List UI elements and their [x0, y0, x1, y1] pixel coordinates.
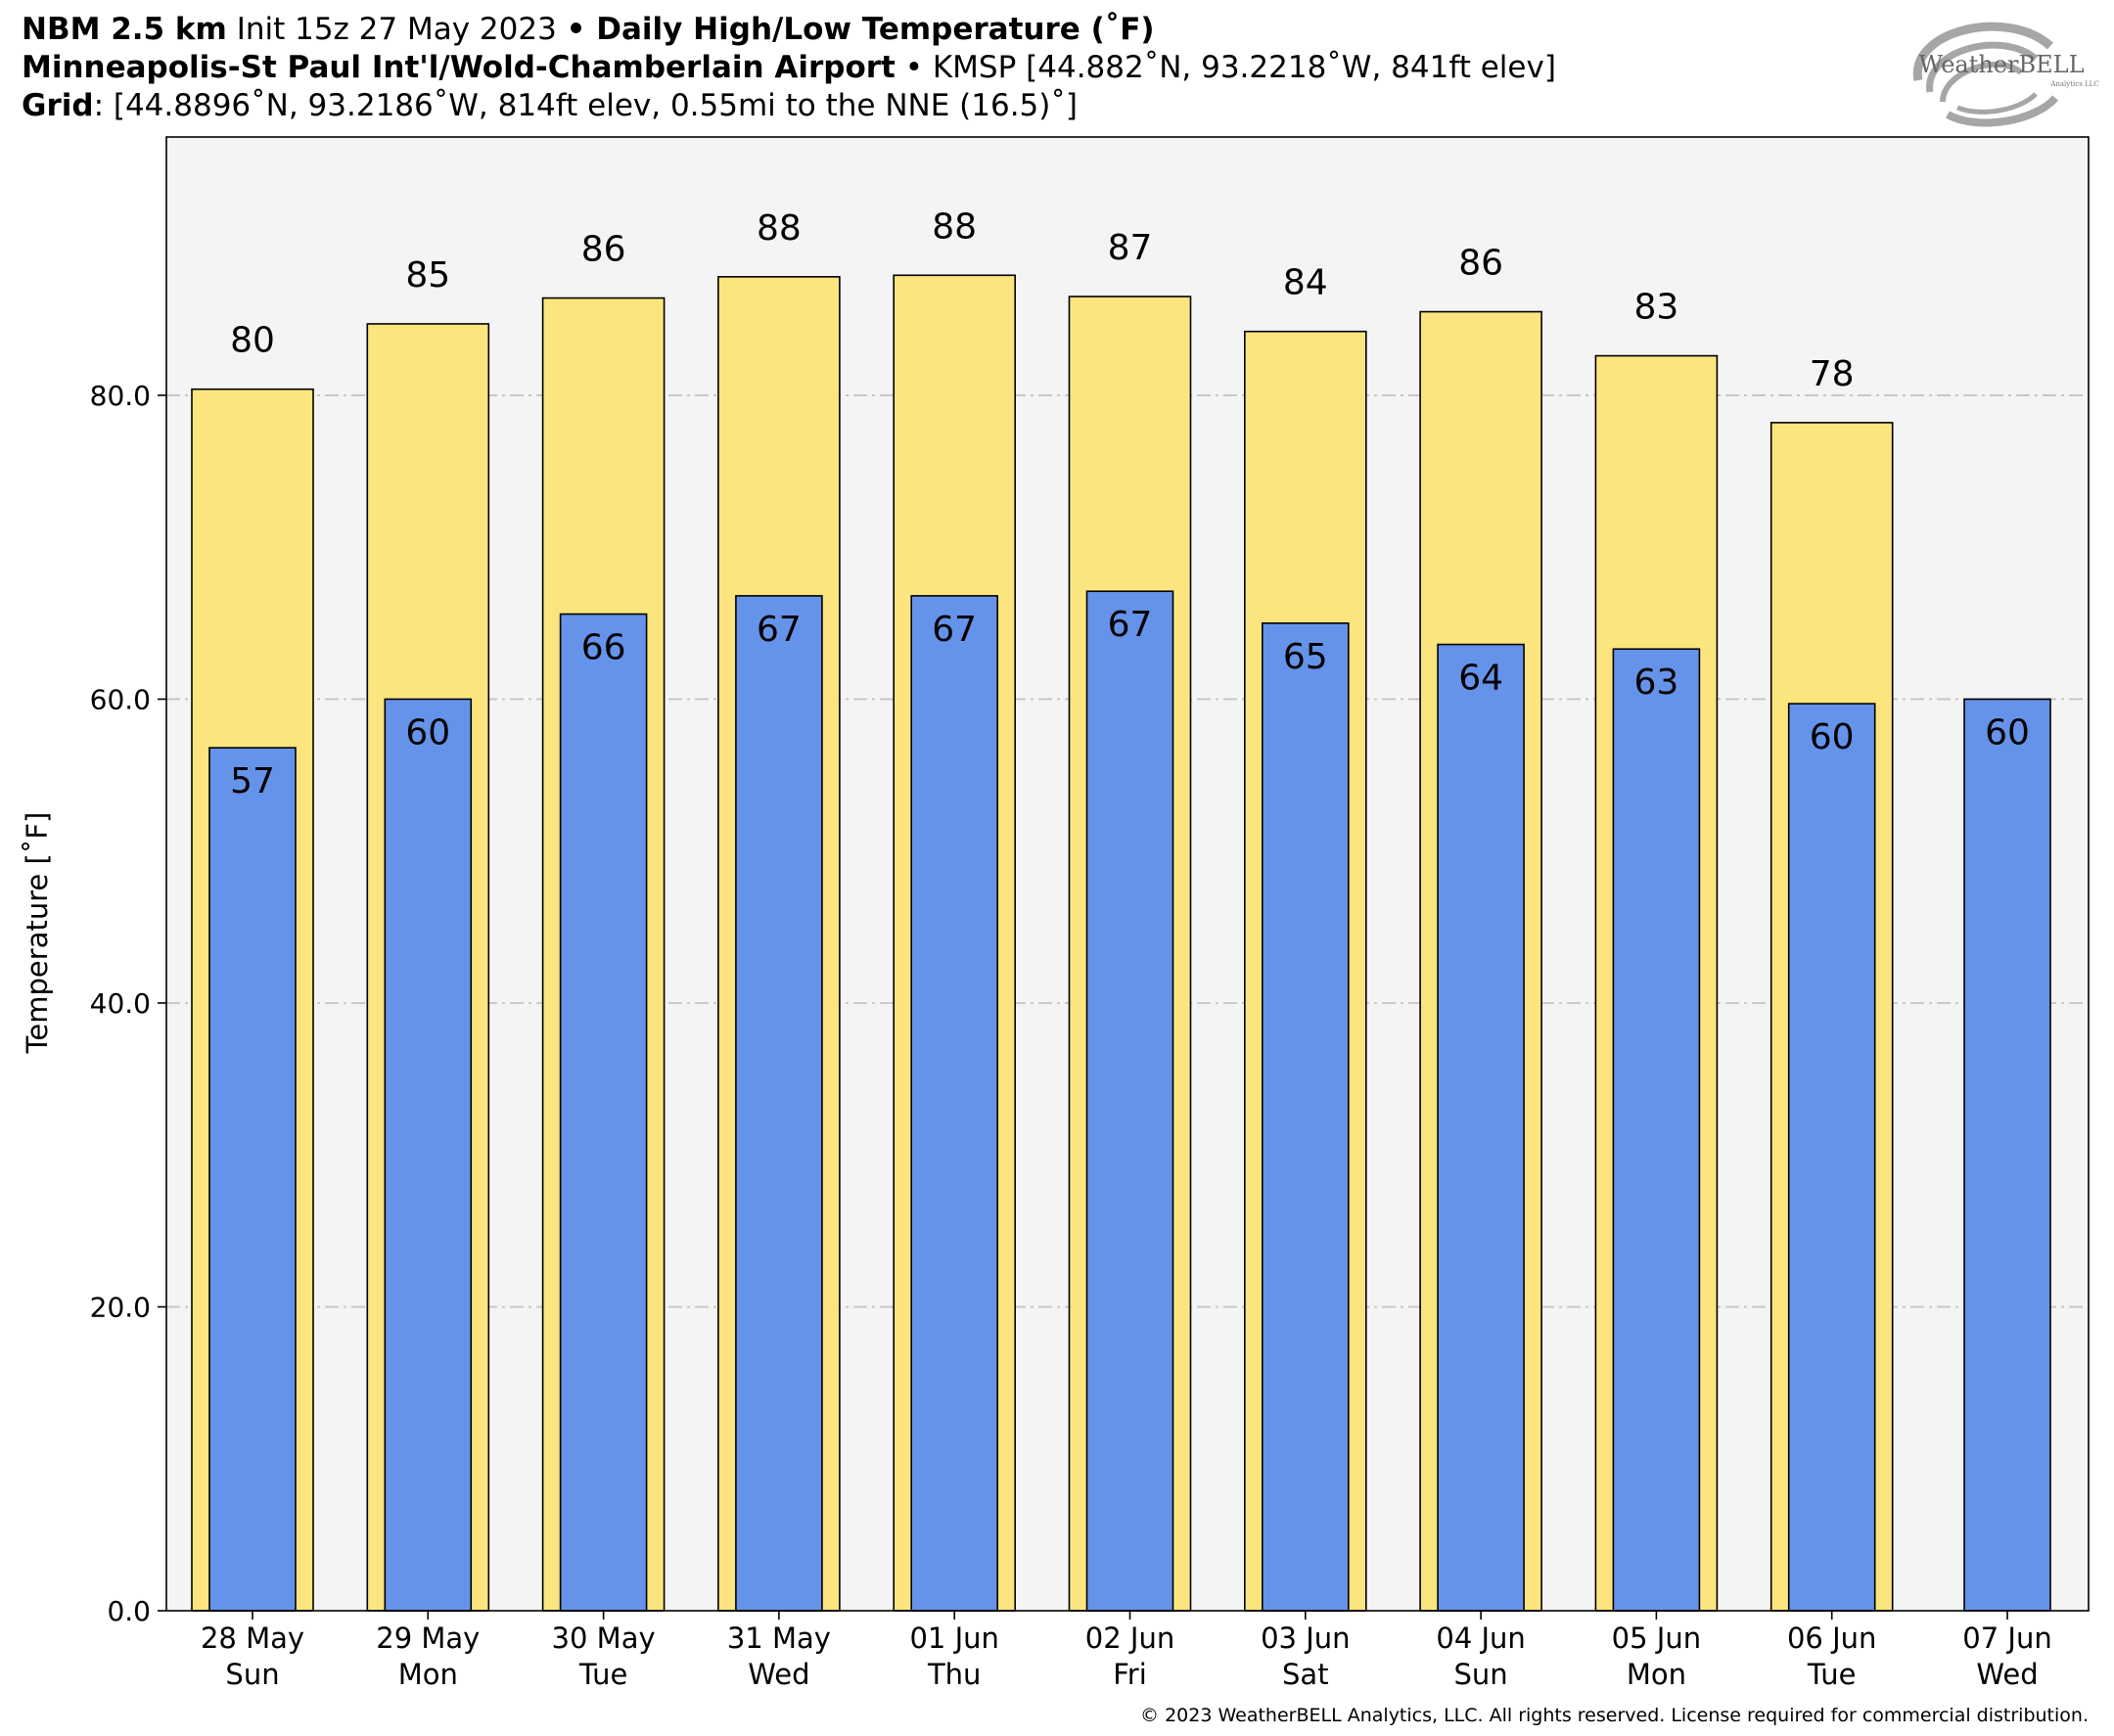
model-name: NBM 2.5 km — [22, 12, 227, 47]
low-temp-bar — [1262, 622, 1350, 1612]
y-tick-label: 20.0 — [90, 1291, 151, 1323]
low-temp-bar — [1612, 648, 1701, 1612]
low-temp-bar — [1085, 590, 1174, 1612]
high-temp-label: 80 — [230, 321, 275, 361]
low-temp-label: 64 — [1458, 659, 1503, 699]
plot-frame — [165, 136, 2090, 1612]
chart-header-line-2: Minneapolis-St Paul Int'l/Wold-Chamberla… — [22, 49, 1556, 86]
high-temp-label: 86 — [581, 230, 626, 270]
axes: 0.0 20.0 40.0 60.0 80.0 28 May Sun 29 May Mon 30 … — [90, 380, 2052, 1691]
low-temp-bar — [1787, 703, 1876, 1612]
x-tick-label: 30 May Tue — [552, 1622, 656, 1691]
low-temp-label: 63 — [1633, 662, 1678, 703]
low-temp-bar — [735, 595, 823, 1612]
low-temp-label: 65 — [1283, 637, 1328, 677]
high-temp-label: 78 — [1810, 354, 1855, 394]
x-tick-label: 07 Jun Wed — [1962, 1622, 2051, 1691]
y-tick-label: 0.0 — [107, 1595, 151, 1627]
grid-info: : [44.8896˚N, 93.2186˚W, 814ft elev, 0.5… — [93, 88, 1078, 123]
chart-header-line-3: Grid: [44.8896˚N, 93.2186˚W, 814ft elev,… — [22, 87, 1078, 124]
chart-title: Daily High/Low Temperature (˚F) — [596, 12, 1155, 47]
low-temp-bar — [1963, 698, 2051, 1612]
low-temp-label: 60 — [1810, 717, 1855, 757]
weatherbell-logo: WeatherBELL Analytics LLC — [1912, 22, 2099, 127]
y-tick-label: 40.0 — [90, 987, 151, 1020]
logo-subtext: Analytics LLC — [2049, 80, 2098, 88]
station-info: • KMSP [44.882˚N, 93.2218˚W, 841ft elev] — [895, 50, 1556, 85]
low-temp-label: 67 — [1108, 605, 1153, 645]
x-tick-label: 03 Jun Sat — [1261, 1622, 1350, 1691]
x-tick-label: 28 May Sun — [201, 1622, 304, 1691]
x-tick-label: 02 Jun Fri — [1085, 1622, 1174, 1691]
copyright-notice: © 2023 WeatherBELL Analytics, LLC. All r… — [1140, 1705, 2089, 1726]
x-tick-label: 29 May Mon — [376, 1622, 480, 1691]
x-tick-label: 01 Jun Thu — [909, 1622, 998, 1691]
init-time: Init 15z 27 May 2023 — [226, 12, 567, 47]
high-temp-label: 88 — [932, 206, 977, 247]
y-axis-label: Temperature [˚F] — [21, 812, 54, 1055]
bars: 80 57 85 60 86 66 88 67 88 67 87 67 84 65 86 64 83 63 78 60… — [191, 206, 2051, 1612]
low-temp-bar — [208, 747, 297, 1612]
high-temp-label: 83 — [1633, 288, 1678, 328]
grid-label: Grid — [22, 88, 94, 123]
low-temp-label: 60 — [405, 712, 450, 753]
high-temp-label: 88 — [757, 208, 802, 249]
y-tick-label: 80.0 — [90, 380, 151, 412]
low-temp-bar — [559, 613, 648, 1612]
x-tick-label: 05 Jun Mon — [1612, 1622, 1701, 1691]
header-separator: • — [566, 12, 597, 47]
high-temp-label: 84 — [1283, 263, 1328, 303]
x-tick-label: 04 Jun Sun — [1436, 1622, 1525, 1691]
low-temp-label: 67 — [757, 610, 802, 650]
low-temp-label: 57 — [230, 761, 275, 801]
x-tick-label: 06 Jun Tue — [1787, 1622, 1876, 1691]
high-temp-label: 86 — [1458, 244, 1503, 284]
high-temp-label: 85 — [405, 255, 450, 296]
y-tick-label: 60.0 — [90, 683, 151, 715]
low-temp-label: 66 — [581, 628, 626, 668]
high-temp-label: 87 — [1108, 228, 1153, 268]
station-name: Minneapolis-St Paul Int'l/Wold-Chamberla… — [22, 50, 896, 85]
x-tick-label: 31 May Wed — [727, 1622, 831, 1691]
low-temp-bar — [1437, 643, 1525, 1612]
low-temp-bar — [384, 698, 473, 1612]
logo-text: WeatherBELL — [1918, 51, 2084, 78]
low-temp-label: 67 — [932, 610, 977, 650]
chart-header-line-1: NBM 2.5 km Init 15z 27 May 2023 • Daily … — [22, 11, 1155, 48]
low-temp-label: 60 — [1985, 712, 2030, 753]
low-temp-bar — [910, 595, 999, 1612]
